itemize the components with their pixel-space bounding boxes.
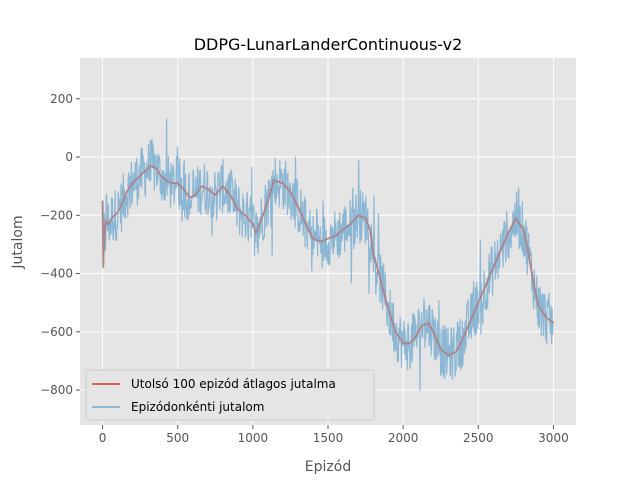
x-tick-label: 1500 xyxy=(313,431,344,445)
episode-reward-line xyxy=(101,118,554,392)
y-tick-label: −200 xyxy=(40,208,73,222)
legend: Utolsó 100 epizód átlagos jutalma Epizód… xyxy=(85,369,375,421)
episode-reward-series xyxy=(101,118,554,392)
y-tick-label: 0 xyxy=(65,150,73,164)
x-tick-label: 2500 xyxy=(463,431,494,445)
y-axis-ticks: −800 −600 −400 −200 0 200 xyxy=(40,92,80,397)
y-tick-label: −600 xyxy=(40,325,73,339)
x-axis-label: Epizód xyxy=(305,459,351,475)
y-axis-label: Jutalom xyxy=(10,215,26,269)
x-axis-ticks: 0 500 1000 1500 2000 2500 3000 xyxy=(99,425,569,445)
legend-box xyxy=(85,369,375,421)
legend-label-average: Utolsó 100 epizód átlagos jutalma xyxy=(131,377,336,391)
x-tick-label: 2000 xyxy=(388,431,419,445)
legend-label-episode: Epizódonkénti jutalom xyxy=(131,400,264,414)
y-tick-label: −800 xyxy=(40,383,73,397)
chart-title: DDPG-LunarLanderContinuous-v2 xyxy=(194,35,463,54)
x-tick-label: 0 xyxy=(99,431,107,445)
average-reward-series-overlay xyxy=(101,164,554,357)
y-tick-label: 200 xyxy=(50,92,73,106)
x-tick-label: 3000 xyxy=(538,431,569,445)
x-tick-label: 500 xyxy=(166,431,189,445)
x-tick-label: 1000 xyxy=(238,431,269,445)
y-tick-label: −400 xyxy=(40,267,73,281)
